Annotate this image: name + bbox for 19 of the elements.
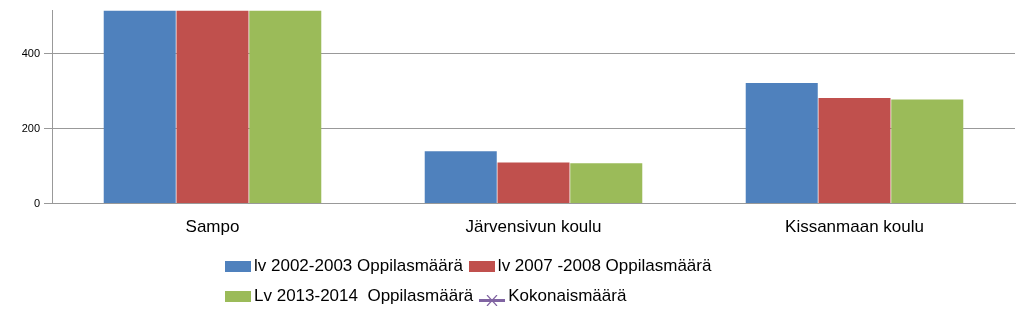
y-tick-label: 200 — [21, 121, 40, 134]
y-tick-label: 400 — [21, 46, 40, 59]
legend-label: lv 2007 -2008 Oppilasmäärä — [496, 256, 712, 276]
bar — [818, 97, 891, 204]
x-tick-label: Kissanmaan koulu — [785, 217, 924, 237]
bar — [424, 151, 497, 204]
legend-label: Kokonaismäärä — [507, 286, 627, 306]
bar — [249, 10, 322, 204]
bar — [570, 163, 643, 204]
x-tick-label: Järvensivun koulu — [465, 217, 602, 237]
bar — [891, 99, 964, 204]
y-tick-label: 0 — [33, 196, 40, 209]
bar — [497, 162, 570, 204]
x-tick-label: Sampo — [185, 217, 240, 237]
bar — [745, 82, 818, 204]
legend-label: Lv 2013-2014 Oppilasmäärä — [253, 286, 474, 306]
bar — [103, 10, 176, 204]
legend-label: lv 2002-2003 Oppilasmäärä — [253, 256, 463, 276]
bar — [176, 10, 249, 204]
